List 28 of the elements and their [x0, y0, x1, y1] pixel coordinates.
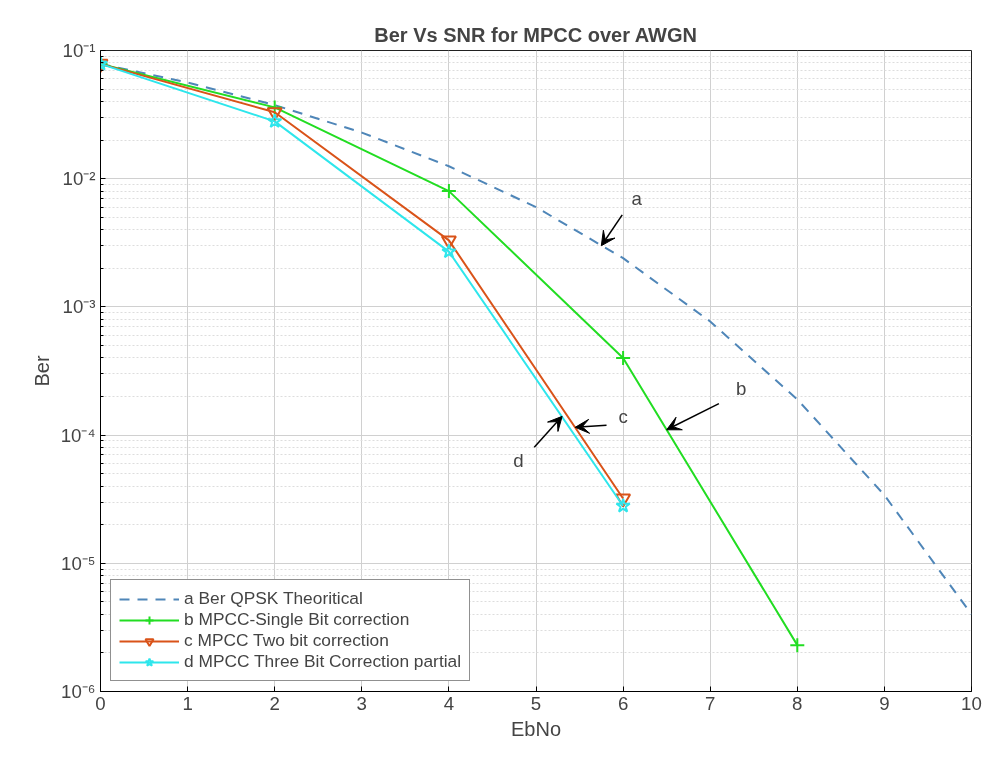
y-tick-label: 10⁻³ — [62, 296, 96, 318]
x-tick-label: 0 — [95, 692, 106, 714]
x-tick-label: 9 — [879, 692, 890, 714]
y-tick-label: 10⁻⁶ — [61, 681, 96, 702]
legend-label: b MPCC-Single Bit correction — [184, 609, 410, 630]
x-tick-label: 8 — [792, 692, 803, 714]
annotation: d — [513, 449, 524, 471]
legend-label: d MPCC Three Bit Correction partial — [184, 651, 462, 672]
y-tick-label: 10⁻⁵ — [61, 552, 96, 574]
y-axis-title: Ber — [30, 355, 53, 387]
annotation: c — [618, 405, 628, 427]
x-tick-label: 6 — [617, 692, 629, 714]
legend-label: c MPCC Two bit correction — [184, 630, 389, 651]
x-tick-label: 3 — [356, 692, 367, 714]
x-tick-label: 10 — [961, 692, 982, 714]
legend-label: a Ber QPSK Theoritical — [184, 588, 363, 609]
x-axis-title: EbNo — [510, 717, 562, 740]
x-tick-label: 1 — [182, 692, 193, 714]
x-tick-label: 5 — [530, 692, 542, 714]
y-tick-label: 10⁻⁴ — [60, 424, 96, 446]
y-tick-label: 10⁻² — [62, 168, 96, 190]
annotation: a — [631, 188, 643, 210]
chart-title: Ber Vs SNR for MPCC over AWGN — [374, 23, 697, 46]
x-tick-label: 2 — [269, 692, 280, 714]
annotation: b — [735, 378, 747, 400]
x-tick-label: 4 — [443, 692, 455, 714]
y-tick-label: 10⁻¹ — [62, 40, 96, 61]
x-tick-label: 7 — [705, 692, 716, 714]
